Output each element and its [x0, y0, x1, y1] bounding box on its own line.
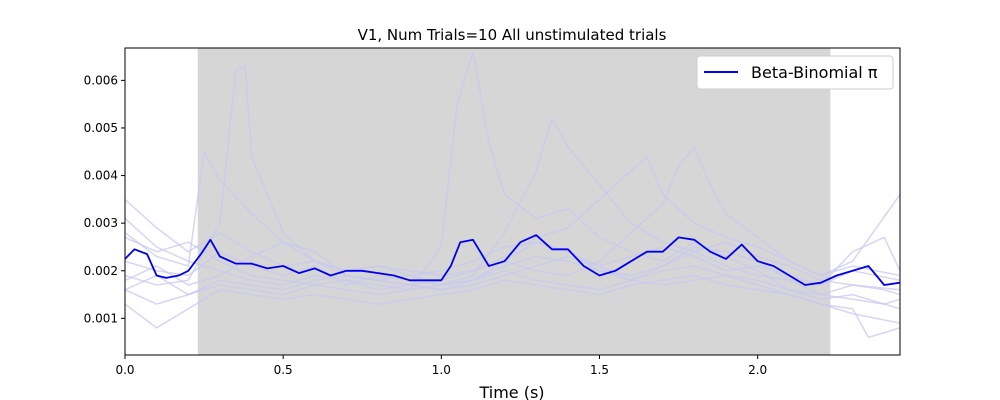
x-tick-label: 0.5 — [274, 363, 293, 377]
y-tick-label: 0.006 — [84, 73, 118, 87]
trial-line-8 — [125, 236, 900, 286]
x-tick-label: 1.5 — [590, 363, 609, 377]
trial-line-4 — [125, 116, 900, 286]
y-tick-label: 0.003 — [84, 216, 118, 230]
trial-line-9 — [125, 236, 900, 296]
x-tick-label: 2.0 — [748, 363, 767, 377]
legend: Beta-Binomial π — [696, 55, 894, 90]
legend-entry: Beta-Binomial π — [751, 63, 878, 82]
trial-line-1 — [125, 149, 900, 296]
trial-line-3 — [125, 51, 900, 310]
trial-line-10 — [125, 265, 900, 305]
trial-line-5 — [125, 145, 900, 291]
y-tick-label: 0.005 — [84, 121, 118, 135]
x-tick-label: 0.0 — [115, 363, 134, 377]
axes: 0.0 0.5 1.0 1.5 2.0 0.001 0.002 0.003 0.004 0.005… — [84, 47, 901, 377]
y-tick-label: 0.002 — [84, 264, 118, 278]
x-axis-label: Time (s) — [478, 383, 544, 400]
plot-area — [125, 48, 900, 355]
x-tick-label: 1.0 — [432, 363, 451, 377]
y-tick-label: 0.001 — [84, 311, 118, 325]
axes-frame — [124, 47, 901, 356]
trial-line-2 — [125, 64, 900, 324]
trial-line-7 — [125, 274, 900, 339]
series-line-1 — [125, 234, 900, 286]
y-tick-label: 0.004 — [84, 169, 118, 183]
chart-title: V1, Num Trials=10 All unstimulated trial… — [358, 26, 667, 44]
legend-box — [696, 55, 894, 90]
